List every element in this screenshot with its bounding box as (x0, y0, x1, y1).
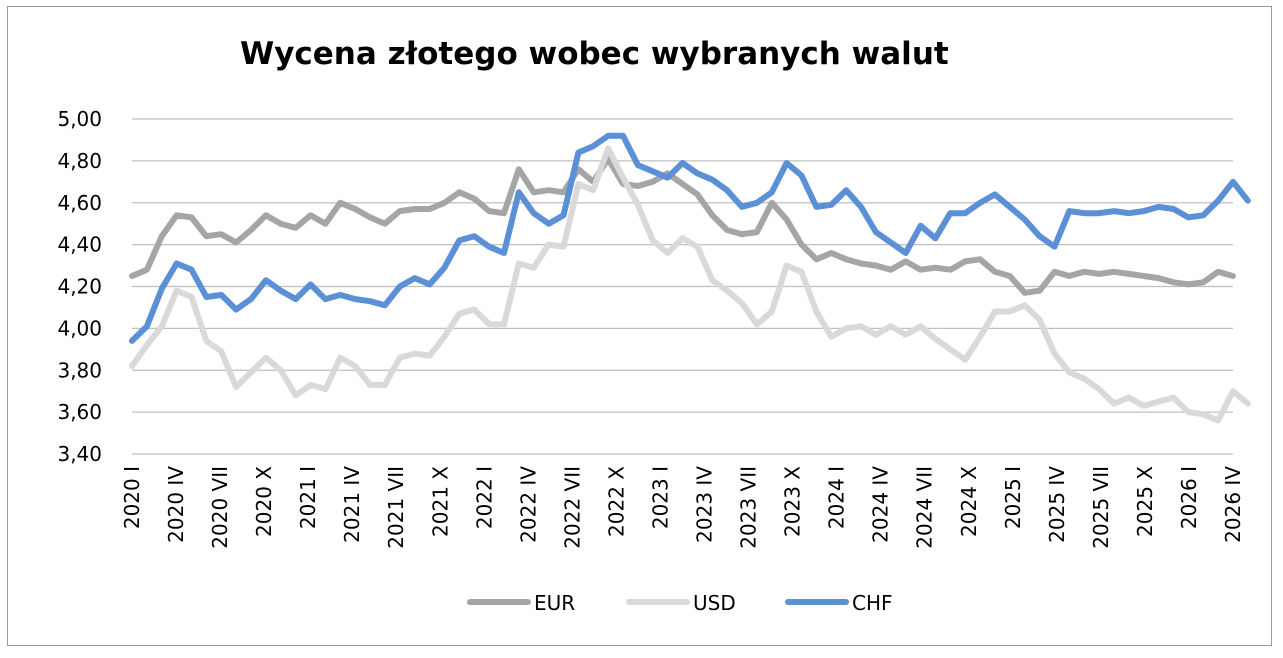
y-tick-label: 5,00 (57, 107, 102, 131)
x-tick-label: 2026 IV (1221, 466, 1245, 543)
y-tick-label: 4,40 (57, 233, 102, 257)
series-lines (129, 132, 1251, 424)
x-tick-label: 2024 VII (913, 466, 937, 549)
x-tick-label: 2023 VII (737, 466, 761, 549)
legend: EUR USD CHF (467, 591, 893, 615)
gridlines (132, 118, 1233, 455)
x-tick-label: 2026 I (1177, 466, 1201, 529)
y-tick-label: 4,20 (57, 275, 102, 299)
legend-label-chf: CHF (852, 591, 893, 615)
x-tick-label: 2025 X (1133, 466, 1157, 537)
x-tick-label: 2021 VII (384, 466, 408, 549)
series-line-eur (129, 155, 1236, 296)
x-tick-label: 2021 I (296, 466, 320, 529)
legend-label-usd: USD (693, 591, 736, 615)
y-axis-ticks: 3,40 3,60 3,80 4,00 4,20 4,40 4,60 4,80 5,00 (57, 107, 102, 466)
x-axis-ticks: 2020 I 2020 IV 2020 VII 2020 X 2021 I 2021 IV… (120, 466, 1245, 549)
x-tick-label: 2024 I (825, 466, 849, 529)
x-tick-label: 2024 IV (869, 466, 893, 543)
y-tick-label: 4,60 (57, 191, 102, 215)
x-tick-label: 2020 X (252, 466, 276, 537)
x-tick-label: 2022 VII (560, 466, 584, 549)
series-line-chf (129, 132, 1251, 344)
y-tick-label: 3,60 (57, 400, 102, 424)
x-tick-label: 2022 IV (516, 466, 540, 543)
x-tick-label: 2024 X (957, 466, 981, 537)
chart-frame (7, 6, 1272, 646)
x-tick-label: 2023 I (648, 466, 672, 529)
x-tick-label: 2021 IV (340, 466, 364, 543)
x-tick-label: 2020 IV (164, 466, 188, 543)
y-tick-label: 4,80 (57, 149, 102, 173)
x-tick-label: 2021 X (428, 466, 452, 537)
x-tick-label: 2025 IV (1045, 466, 1069, 543)
x-tick-label: 2023 IV (693, 466, 717, 543)
x-tick-label: 2023 X (781, 466, 805, 537)
y-tick-label: 4,00 (57, 316, 102, 340)
y-tick-label: 3,80 (57, 358, 102, 382)
chart-title: Wycena złotego wobec wybranych walut (240, 36, 949, 72)
x-tick-label: 2025 I (1001, 466, 1025, 529)
x-tick-label: 2022 X (604, 466, 628, 537)
legend-label-eur: EUR (534, 591, 575, 615)
x-tick-label: 2020 I (120, 466, 144, 529)
x-tick-label: 2025 VII (1089, 466, 1113, 549)
x-tick-label: 2022 I (472, 466, 496, 529)
x-tick-label: 2020 VII (208, 466, 232, 549)
series-line-usd (129, 145, 1251, 424)
y-tick-label: 3,40 (57, 442, 102, 466)
